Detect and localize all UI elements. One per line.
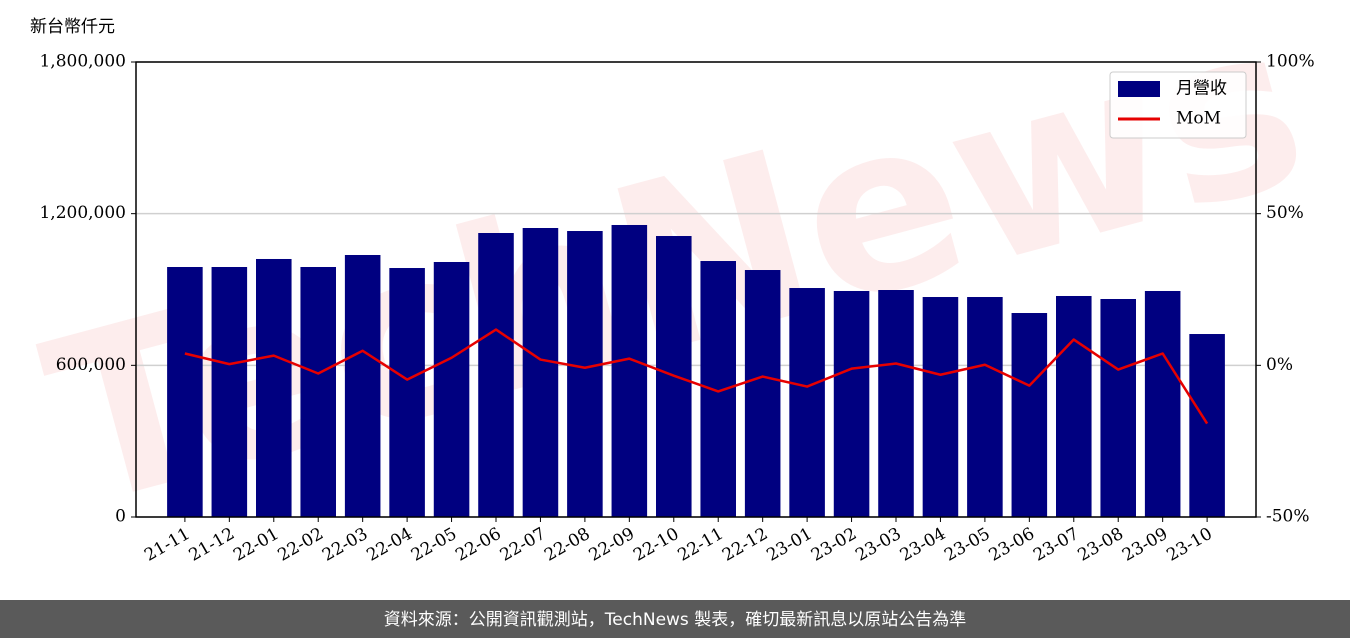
- x-tick-label: 23-05: [941, 524, 993, 566]
- bar: [1144, 290, 1181, 517]
- x-tick-label: 23-09: [1119, 524, 1171, 566]
- bar: [700, 261, 736, 517]
- bar: [744, 270, 781, 517]
- y-tick-label: 0: [115, 507, 126, 527]
- bar: [1100, 299, 1136, 517]
- x-tick-label: 23-10: [1163, 524, 1215, 566]
- y-tick-label: 600,000: [56, 355, 126, 375]
- x-tick-label: 22-04: [363, 524, 415, 566]
- bar: [167, 267, 203, 517]
- bar: [433, 261, 470, 517]
- y2-tick-label: 0%: [1266, 355, 1293, 375]
- x-tick-label: 22-11: [675, 524, 727, 566]
- x-tick-label: 22-01: [230, 524, 282, 566]
- legend-swatch: [1118, 81, 1160, 97]
- line: [184, 328, 1209, 425]
- bar: [833, 290, 870, 517]
- x-tick-label: 22-10: [630, 524, 682, 566]
- y2-tick-label: 100%: [1266, 52, 1315, 72]
- bar: [1011, 313, 1048, 517]
- footer-band: [0, 600, 1350, 638]
- y2-tick-label: -50%: [1266, 507, 1310, 527]
- legend-label: MoM: [1176, 109, 1221, 129]
- bar: [300, 267, 336, 517]
- y-tick-label: 1,800,000: [39, 52, 126, 72]
- x-tick-label: 22-02: [275, 524, 327, 566]
- x-tick-label: 22-07: [497, 524, 549, 566]
- bar: [789, 288, 825, 517]
- bar: [967, 297, 1003, 517]
- x-tick-label: 22-09: [586, 524, 638, 566]
- y2-tick-label: 50%: [1266, 203, 1304, 223]
- x-tick-label: 23-02: [808, 524, 860, 566]
- bar: [922, 297, 959, 517]
- x-tick-label: 22-06: [452, 524, 504, 566]
- x-tick-label: 23-08: [1075, 524, 1127, 566]
- bar: [478, 233, 514, 518]
- plot-frame: [135, 61, 1257, 518]
- bar: [878, 290, 914, 517]
- x-tick-label: 23-03: [852, 524, 904, 566]
- y-tick-label: 1,200,000: [39, 203, 126, 223]
- x-tick-label: 23-04: [897, 524, 949, 566]
- x-tick-label: 23-07: [1030, 524, 1082, 566]
- bar: [1056, 295, 1092, 517]
- bar: [567, 231, 603, 518]
- x-tick-label: 22-08: [541, 524, 593, 566]
- y-axis-label: 新台幣仟元: [30, 17, 115, 37]
- bar: [611, 224, 648, 518]
- bar: [211, 267, 248, 517]
- legend-label: 月營收: [1176, 79, 1227, 99]
- x-tick-label: 23-01: [763, 524, 815, 566]
- x-tick-label: 22-03: [319, 524, 371, 566]
- bar: [522, 227, 559, 518]
- x-tick-label: 22-05: [408, 524, 460, 566]
- x-tick-label: 22-12: [719, 524, 771, 566]
- bar: [344, 254, 381, 517]
- bar: [256, 258, 292, 517]
- footer: 資料來源：公開資訊觀測站，TechNews 製表，確切最新訊息以原站公告為準: [384, 610, 966, 630]
- bar: [1189, 334, 1225, 517]
- bar: [389, 268, 425, 517]
- x-tick-label: 23-06: [986, 524, 1038, 566]
- legend: 月營收 MoM: [1109, 71, 1247, 139]
